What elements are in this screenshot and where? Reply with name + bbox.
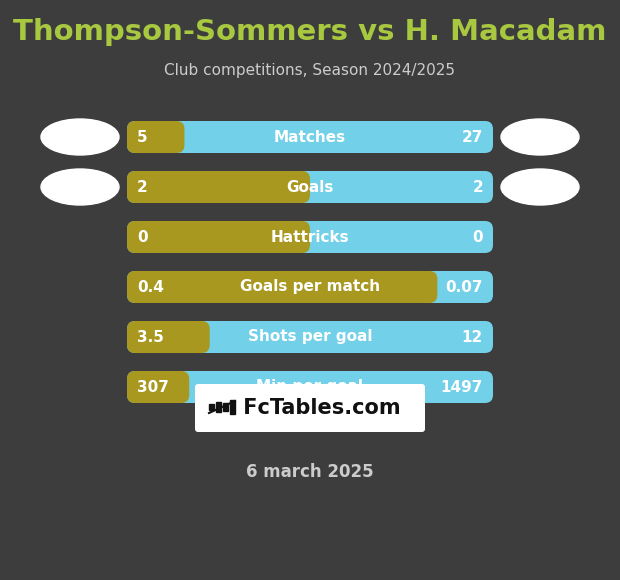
- Text: 3.5: 3.5: [137, 329, 164, 345]
- Text: Hattricks: Hattricks: [271, 230, 349, 245]
- FancyBboxPatch shape: [127, 271, 493, 303]
- FancyBboxPatch shape: [127, 121, 185, 153]
- Text: FcTables.com: FcTables.com: [236, 398, 401, 418]
- Text: 0: 0: [472, 230, 483, 245]
- FancyBboxPatch shape: [127, 121, 493, 153]
- Bar: [223, 403, 228, 411]
- Text: 1497: 1497: [441, 379, 483, 394]
- Bar: [216, 402, 221, 412]
- Bar: [230, 400, 235, 414]
- Text: Club competitions, Season 2024/2025: Club competitions, Season 2024/2025: [164, 63, 456, 78]
- Bar: [209, 404, 214, 410]
- FancyBboxPatch shape: [127, 371, 493, 403]
- Text: 6 march 2025: 6 march 2025: [246, 463, 374, 481]
- Text: Shots per goal: Shots per goal: [248, 329, 372, 345]
- FancyBboxPatch shape: [127, 171, 493, 203]
- FancyBboxPatch shape: [127, 271, 437, 303]
- FancyBboxPatch shape: [127, 171, 310, 203]
- Text: 2: 2: [472, 179, 483, 194]
- Text: 2: 2: [137, 179, 148, 194]
- Ellipse shape: [41, 169, 119, 205]
- FancyBboxPatch shape: [127, 321, 210, 353]
- Ellipse shape: [501, 119, 579, 155]
- FancyBboxPatch shape: [127, 221, 310, 253]
- Ellipse shape: [41, 119, 119, 155]
- FancyBboxPatch shape: [195, 384, 425, 432]
- Text: Thompson-Sommers vs H. Macadam: Thompson-Sommers vs H. Macadam: [13, 18, 607, 46]
- FancyBboxPatch shape: [127, 221, 493, 253]
- FancyBboxPatch shape: [127, 321, 493, 353]
- Ellipse shape: [501, 169, 579, 205]
- Text: 0.07: 0.07: [446, 280, 483, 295]
- Text: 5: 5: [137, 129, 148, 144]
- Text: 12: 12: [462, 329, 483, 345]
- Text: 307: 307: [137, 379, 169, 394]
- Text: 0.4: 0.4: [137, 280, 164, 295]
- Text: Goals: Goals: [286, 179, 334, 194]
- Text: Min per goal: Min per goal: [257, 379, 363, 394]
- Text: Matches: Matches: [274, 129, 346, 144]
- Text: Goals per match: Goals per match: [240, 280, 380, 295]
- Text: 27: 27: [462, 129, 483, 144]
- FancyBboxPatch shape: [127, 371, 189, 403]
- Text: 0: 0: [137, 230, 148, 245]
